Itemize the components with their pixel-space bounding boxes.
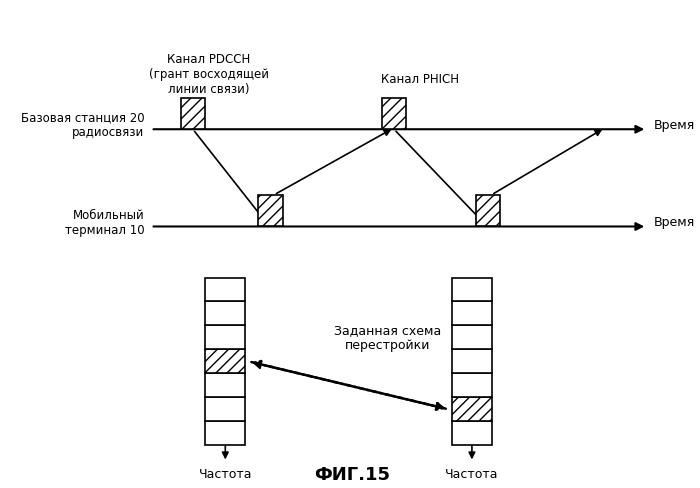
Text: Мобильный
терминал 10: Мобильный терминал 10 [64, 208, 144, 236]
Text: Время: Время [654, 216, 695, 229]
Bar [452, 374, 492, 398]
Bar [205, 302, 246, 326]
Bar [205, 350, 246, 374]
Text: Канал PDCCH
(грант восходящей
линии связи): Канал PDCCH (грант восходящей линии связ… [149, 53, 269, 96]
Bar [181, 99, 205, 130]
Bar [205, 398, 246, 422]
Bar [452, 398, 492, 422]
Bar [452, 422, 492, 446]
Text: ФИГ.15: ФИГ.15 [314, 465, 390, 483]
Bar [452, 350, 492, 374]
Bar [452, 326, 492, 350]
Bar [205, 326, 246, 350]
Bar [452, 302, 492, 326]
Bar [205, 422, 246, 446]
Text: Время: Время [654, 119, 695, 132]
Bar [258, 196, 283, 227]
Text: Базовая станция 20
радиосвязи: Базовая станция 20 радиосвязи [20, 111, 144, 139]
Text: Частота: Частота [199, 467, 252, 480]
Text: Заданная схема
перестройки: Заданная схема перестройки [334, 324, 441, 352]
Text: Канал PHICH: Канал PHICH [381, 73, 459, 86]
Bar [382, 99, 407, 130]
Bar [205, 374, 246, 398]
Text: Частота: Частота [445, 467, 498, 480]
Bar [476, 196, 500, 227]
Bar [452, 278, 492, 302]
Bar [205, 278, 246, 302]
